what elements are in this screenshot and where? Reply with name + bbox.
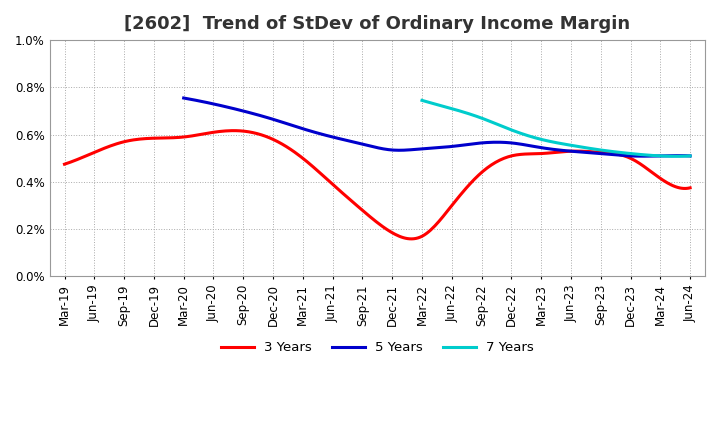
Title: [2602]  Trend of StDev of Ordinary Income Margin: [2602] Trend of StDev of Ordinary Income… <box>125 15 631 33</box>
7 Years <box>644 153 652 158</box>
3 Years <box>685 185 694 191</box>
Line: 7 Years: 7 Years <box>422 100 690 156</box>
3 Years <box>62 161 71 166</box>
Line: 3 Years: 3 Years <box>65 131 690 239</box>
Line: 5 Years: 5 Years <box>184 98 690 156</box>
3 Years <box>435 219 444 224</box>
Legend: 3 Years, 5 Years, 7 Years: 3 Years, 5 Years, 7 Years <box>215 336 539 359</box>
3 Years <box>631 158 640 164</box>
3 Years <box>592 150 600 155</box>
3 Years <box>408 236 416 242</box>
5 Years <box>640 154 649 159</box>
7 Years <box>672 154 680 159</box>
5 Years <box>181 95 189 101</box>
5 Years <box>639 154 647 159</box>
5 Years <box>479 140 487 145</box>
7 Years <box>582 145 590 150</box>
3 Years <box>447 203 456 209</box>
7 Years <box>418 98 427 103</box>
5 Years <box>481 140 490 145</box>
7 Years <box>418 98 426 103</box>
7 Years <box>661 154 670 159</box>
5 Years <box>179 95 188 101</box>
3 Years <box>230 128 238 133</box>
7 Years <box>577 144 585 150</box>
3 Years <box>60 161 69 167</box>
7 Years <box>577 144 586 150</box>
7 Years <box>685 153 694 158</box>
5 Years <box>606 152 615 157</box>
3 Years <box>437 216 446 221</box>
5 Years <box>490 139 498 145</box>
5 Years <box>685 153 694 158</box>
